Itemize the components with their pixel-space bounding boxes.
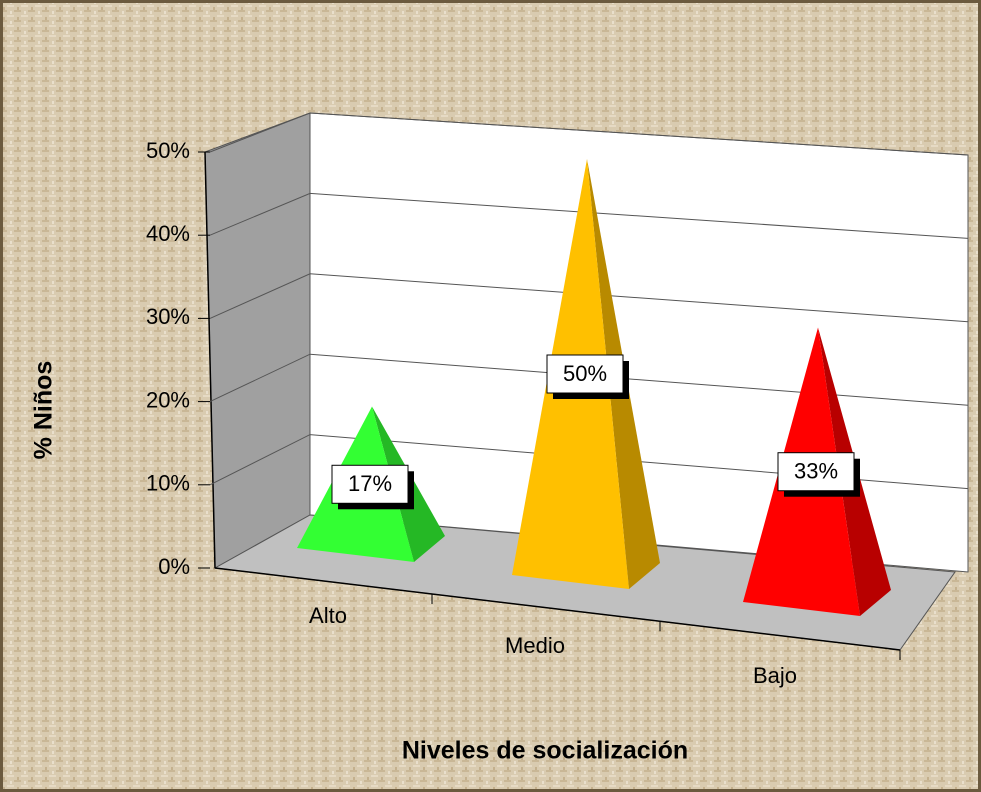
grid-line	[209, 353, 969, 406]
y-tick-label: 20%	[146, 387, 190, 412]
data-label: 50%	[563, 361, 607, 386]
data-label: 17%	[348, 471, 392, 496]
grid-line	[209, 434, 969, 490]
y-tick-label: 30%	[146, 304, 190, 329]
y-tick-label: 10%	[146, 471, 190, 496]
x-axis-title: Niveles de socialización	[402, 737, 688, 765]
grid-line	[209, 192, 969, 239]
y-tick-label: 0%	[158, 554, 190, 579]
grid-line	[209, 273, 969, 323]
x-tick-label: Medio	[505, 633, 565, 658]
x-axis	[214, 567, 901, 651]
grid-line	[209, 112, 969, 156]
y-axis-title: % Niños	[30, 361, 58, 460]
data-label: 33%	[794, 459, 838, 484]
x-tick-label: Alto	[309, 603, 347, 628]
label-box	[777, 452, 855, 492]
label-box	[331, 464, 409, 504]
y-tick-label: 40%	[146, 221, 190, 246]
y-axis	[204, 151, 216, 569]
x-tick-label: Bajo	[753, 663, 797, 688]
label-box	[546, 354, 624, 394]
side-wall	[204, 112, 311, 569]
y-tick-label: 50%	[146, 138, 190, 163]
